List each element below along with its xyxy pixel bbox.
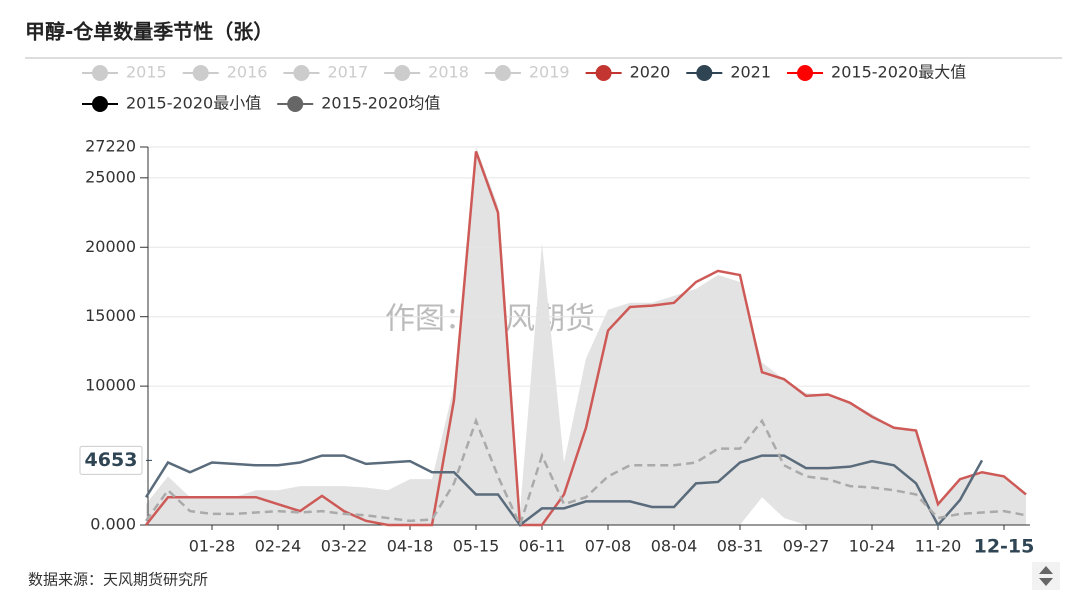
- x-tick-label: 07-08: [585, 537, 632, 556]
- plot: [146, 146, 1030, 526]
- legend-item[interactable]: 2015-2020均值: [277, 94, 440, 113]
- marker-label: 4653: [85, 449, 138, 471]
- y-tick-label: 15000: [85, 306, 136, 325]
- legend-marker: [293, 65, 310, 81]
- y-tick-label: 10000: [85, 376, 136, 395]
- legend-marker: [595, 65, 612, 81]
- legend-label: 2018: [428, 63, 469, 82]
- legend-label: 2020: [630, 63, 671, 82]
- legend-item[interactable]: 2015-2020最大值: [787, 63, 966, 82]
- x-tick-label: 06-11: [519, 537, 566, 556]
- legend-item[interactable]: 2021: [686, 63, 771, 82]
- series-line: [144, 454, 984, 528]
- legend-label: 2016: [227, 63, 268, 82]
- x-tick-label: 11-20: [915, 537, 962, 556]
- legend-label: 2021: [730, 63, 771, 82]
- legend-item[interactable]: 2015: [82, 63, 167, 82]
- legend-label: 2015-2020均值: [321, 94, 440, 113]
- x-tick-label: 05-15: [453, 537, 500, 556]
- y-tick-label: 20000: [85, 237, 136, 256]
- x-tick-label: 12-15: [974, 536, 1035, 558]
- legend-marker: [394, 65, 411, 81]
- y-tick-label: 0.000: [90, 515, 136, 534]
- x-tick-label: 04-18: [387, 537, 434, 556]
- legend-item[interactable]: 2017: [283, 63, 368, 82]
- series-line: [145, 151, 1027, 527]
- y-tick-label: 27220: [85, 137, 136, 156]
- marker-box: [79, 445, 143, 475]
- legend-item[interactable]: 2019: [484, 63, 570, 82]
- legend-item[interactable]: 2020: [585, 63, 671, 82]
- legend-marker: [696, 65, 713, 81]
- mean-line: [144, 417, 1027, 529]
- chart-title: 甲醇-仓单数量季节性（张）: [25, 20, 273, 44]
- legend-label: 2015-2020最大值: [831, 63, 966, 82]
- legend-item[interactable]: 2018: [384, 63, 469, 82]
- legend-marker: [797, 65, 814, 81]
- legend-marker: [494, 65, 511, 81]
- legend-marker: [92, 96, 108, 112]
- legend-label: 2019: [529, 63, 570, 82]
- legend-marker: [192, 65, 209, 81]
- legend-label: 2015-2020最小值: [126, 94, 261, 113]
- legend-label: 2015: [126, 63, 167, 82]
- source-note: 数据来源：天风期货研究所: [28, 571, 208, 589]
- legend-marker: [287, 96, 304, 112]
- x-tick-label: 08-04: [651, 537, 698, 556]
- legend-item[interactable]: 2015-2020最小值: [82, 94, 261, 113]
- x-tick-label: 03-22: [321, 537, 368, 556]
- x-tick-label: 09-27: [783, 537, 830, 556]
- x-tick-label: 01-28: [189, 537, 236, 556]
- legend-label: 2017: [327, 63, 368, 82]
- legend-marker: [92, 65, 108, 81]
- x-tick-label: 02-24: [255, 537, 302, 556]
- x-tick-label: 10-24: [849, 537, 896, 556]
- legend-item[interactable]: 2016: [182, 63, 268, 82]
- x-tick-label: 08-31: [717, 537, 764, 556]
- scroll-icon[interactable]: [1032, 562, 1060, 590]
- y-tick-label: 25000: [85, 167, 136, 186]
- max-area: [146, 147, 1026, 525]
